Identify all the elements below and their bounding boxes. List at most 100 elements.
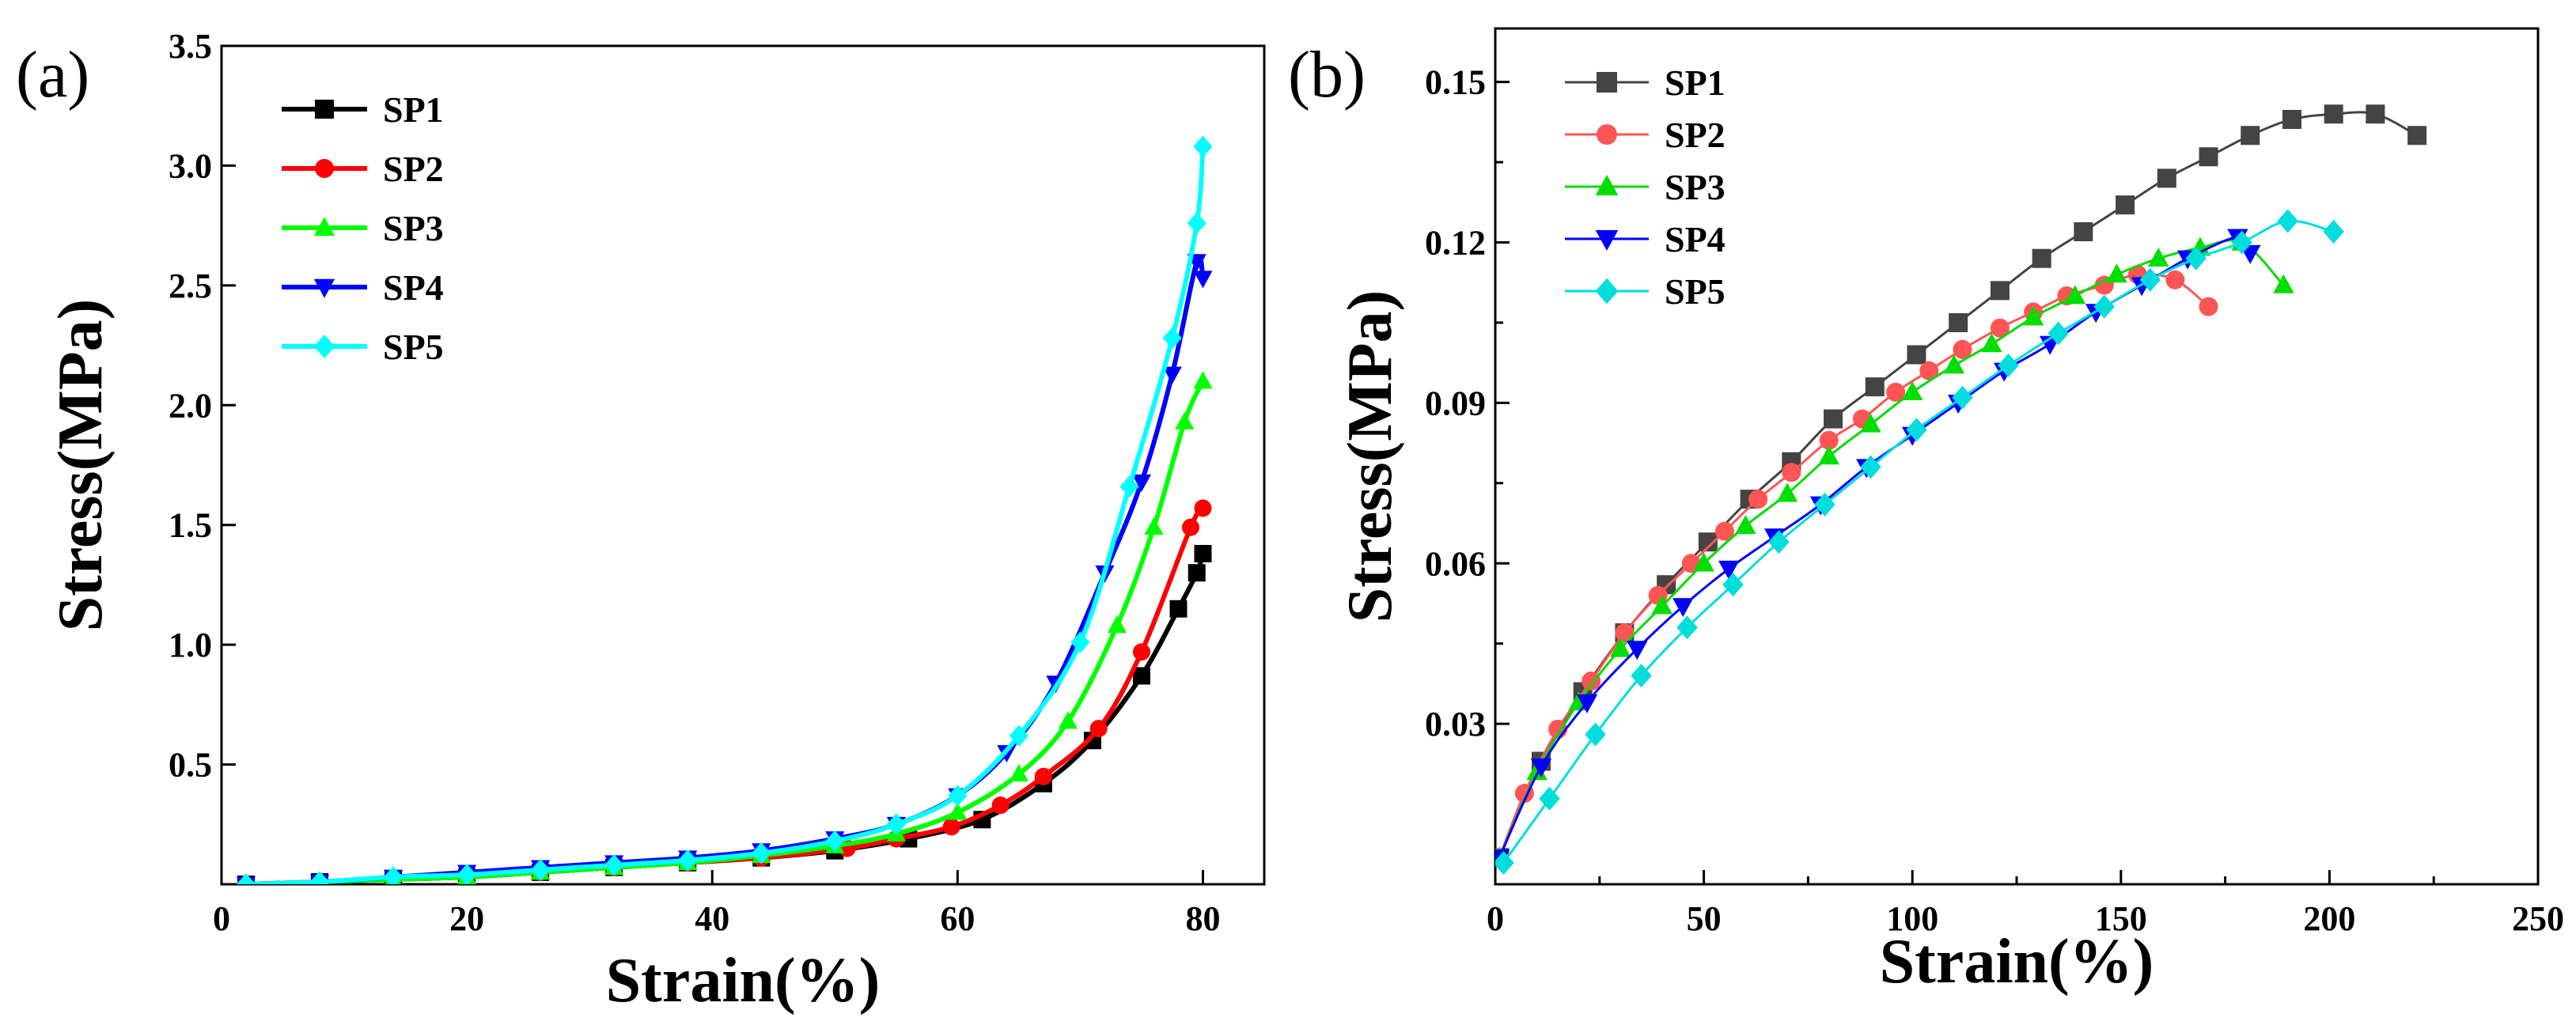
x-axis-title: Strain(%) bbox=[1880, 927, 2154, 997]
data-point bbox=[236, 873, 256, 884]
y-tick-label: 0.03 bbox=[1425, 705, 1486, 743]
data-point bbox=[1919, 361, 1939, 380]
data-point bbox=[2139, 267, 2161, 292]
series-sp2 bbox=[237, 499, 1212, 884]
data-point bbox=[1188, 564, 1206, 582]
legend: SP1 SP2 SP3 SP4 SP5 bbox=[1565, 62, 1726, 312]
data-point bbox=[942, 818, 960, 836]
data-point bbox=[2324, 104, 2343, 124]
data-point bbox=[604, 854, 624, 876]
x-tick-label: 80 bbox=[1185, 899, 1220, 938]
data-point bbox=[1860, 455, 1881, 479]
y-tick-label: 1.5 bbox=[169, 506, 212, 545]
legend-marker bbox=[1595, 229, 1619, 251]
data-point bbox=[1193, 270, 1213, 289]
data-point bbox=[457, 864, 477, 884]
series-sp3 bbox=[241, 371, 1213, 884]
data-point bbox=[1776, 482, 1798, 502]
data-point bbox=[1627, 641, 1648, 660]
y-tick-label: 0.12 bbox=[1425, 224, 1486, 263]
y-tick-label: 0.5 bbox=[169, 746, 212, 785]
legend-marker bbox=[313, 217, 335, 236]
data-point bbox=[383, 866, 403, 884]
data-point bbox=[2022, 306, 2044, 326]
data-point bbox=[1530, 759, 1552, 778]
legend-label: SP1 bbox=[1665, 62, 1726, 103]
data-point bbox=[991, 796, 1010, 815]
data-point bbox=[2148, 247, 2169, 267]
panel-a: (a) 0 20 40 60 80 0.5 1.0 1.5 2.0 2.5 3.0 3.5 Strain(… bbox=[16, 27, 1266, 1016]
data-point bbox=[1735, 515, 1756, 535]
data-point bbox=[1943, 354, 1965, 374]
data-point bbox=[1194, 499, 1212, 517]
data-point bbox=[2241, 126, 2260, 146]
data-point bbox=[1860, 413, 1881, 433]
data-point bbox=[1576, 694, 1598, 713]
data-point bbox=[2277, 209, 2298, 233]
data-point bbox=[1748, 490, 1768, 509]
data-point bbox=[531, 859, 551, 881]
data-point bbox=[1175, 411, 1195, 429]
y-tick-label: 0.09 bbox=[1425, 384, 1486, 422]
series-sp2 bbox=[1495, 265, 2218, 868]
legend-marker bbox=[313, 278, 335, 298]
data-point bbox=[1952, 385, 1973, 410]
series-sp5 bbox=[1495, 209, 2344, 875]
data-point bbox=[1585, 722, 1606, 747]
data-point bbox=[1089, 720, 1108, 738]
data-point bbox=[1814, 492, 1835, 516]
data-point bbox=[1990, 281, 2010, 301]
data-point bbox=[1187, 212, 1207, 234]
data-point bbox=[948, 802, 968, 820]
data-point bbox=[1990, 318, 2010, 338]
legend-label: SP4 bbox=[1665, 219, 1726, 259]
series-sp5 bbox=[236, 135, 1213, 884]
panel-label: (a) bbox=[16, 38, 89, 112]
data-point bbox=[2064, 285, 2086, 305]
data-point bbox=[1058, 711, 1078, 729]
panel-b: (b) 0 50 100 150 200 250 0.03 0.06 0.09 0.12 0.15 St… bbox=[1288, 27, 2564, 997]
y-tick-label: 0.06 bbox=[1425, 544, 1486, 583]
data-point bbox=[1194, 545, 1212, 563]
series-line-sp3 bbox=[1498, 239, 2285, 859]
data-point bbox=[2074, 221, 2093, 241]
data-point bbox=[2407, 126, 2427, 146]
data-point bbox=[2106, 263, 2127, 283]
data-point bbox=[1009, 724, 1029, 747]
data-point bbox=[825, 830, 845, 853]
data-point bbox=[1714, 521, 1734, 541]
data-point bbox=[1698, 532, 1718, 552]
x-tick-label: 20 bbox=[449, 899, 484, 938]
legend-label: SP4 bbox=[383, 267, 444, 308]
data-point bbox=[886, 813, 906, 836]
y-tick-label: 0.15 bbox=[1425, 63, 1486, 102]
data-point bbox=[1722, 573, 1744, 597]
series-sp4 bbox=[1495, 229, 2261, 868]
data-point bbox=[1981, 333, 2002, 353]
series-sp3 bbox=[1495, 231, 2294, 866]
series-line-sp2 bbox=[244, 505, 1206, 884]
x-tick-label: 0 bbox=[1487, 899, 1504, 938]
data-point bbox=[1631, 664, 1652, 688]
data-point bbox=[309, 871, 330, 884]
data-point bbox=[1906, 418, 1927, 442]
data-point bbox=[1131, 474, 1152, 492]
data-point bbox=[1009, 764, 1029, 782]
data-point bbox=[678, 849, 698, 872]
data-point bbox=[1070, 631, 1090, 653]
data-point bbox=[1768, 530, 1790, 554]
data-point bbox=[1673, 598, 1694, 618]
y-tick-label: 1.0 bbox=[169, 626, 212, 664]
y-tick-label: 3.5 bbox=[169, 27, 212, 66]
data-point bbox=[1181, 518, 1199, 536]
data-point bbox=[1169, 600, 1188, 618]
series-line-sp2 bbox=[1498, 273, 2210, 859]
data-point bbox=[1998, 354, 2019, 378]
data-point bbox=[1902, 381, 1923, 401]
x-tick-label: 40 bbox=[695, 899, 729, 938]
data-point bbox=[1193, 135, 1213, 157]
data-point bbox=[1582, 671, 1601, 691]
x-tick-label: 60 bbox=[940, 899, 975, 938]
data-point bbox=[1676, 615, 1698, 640]
